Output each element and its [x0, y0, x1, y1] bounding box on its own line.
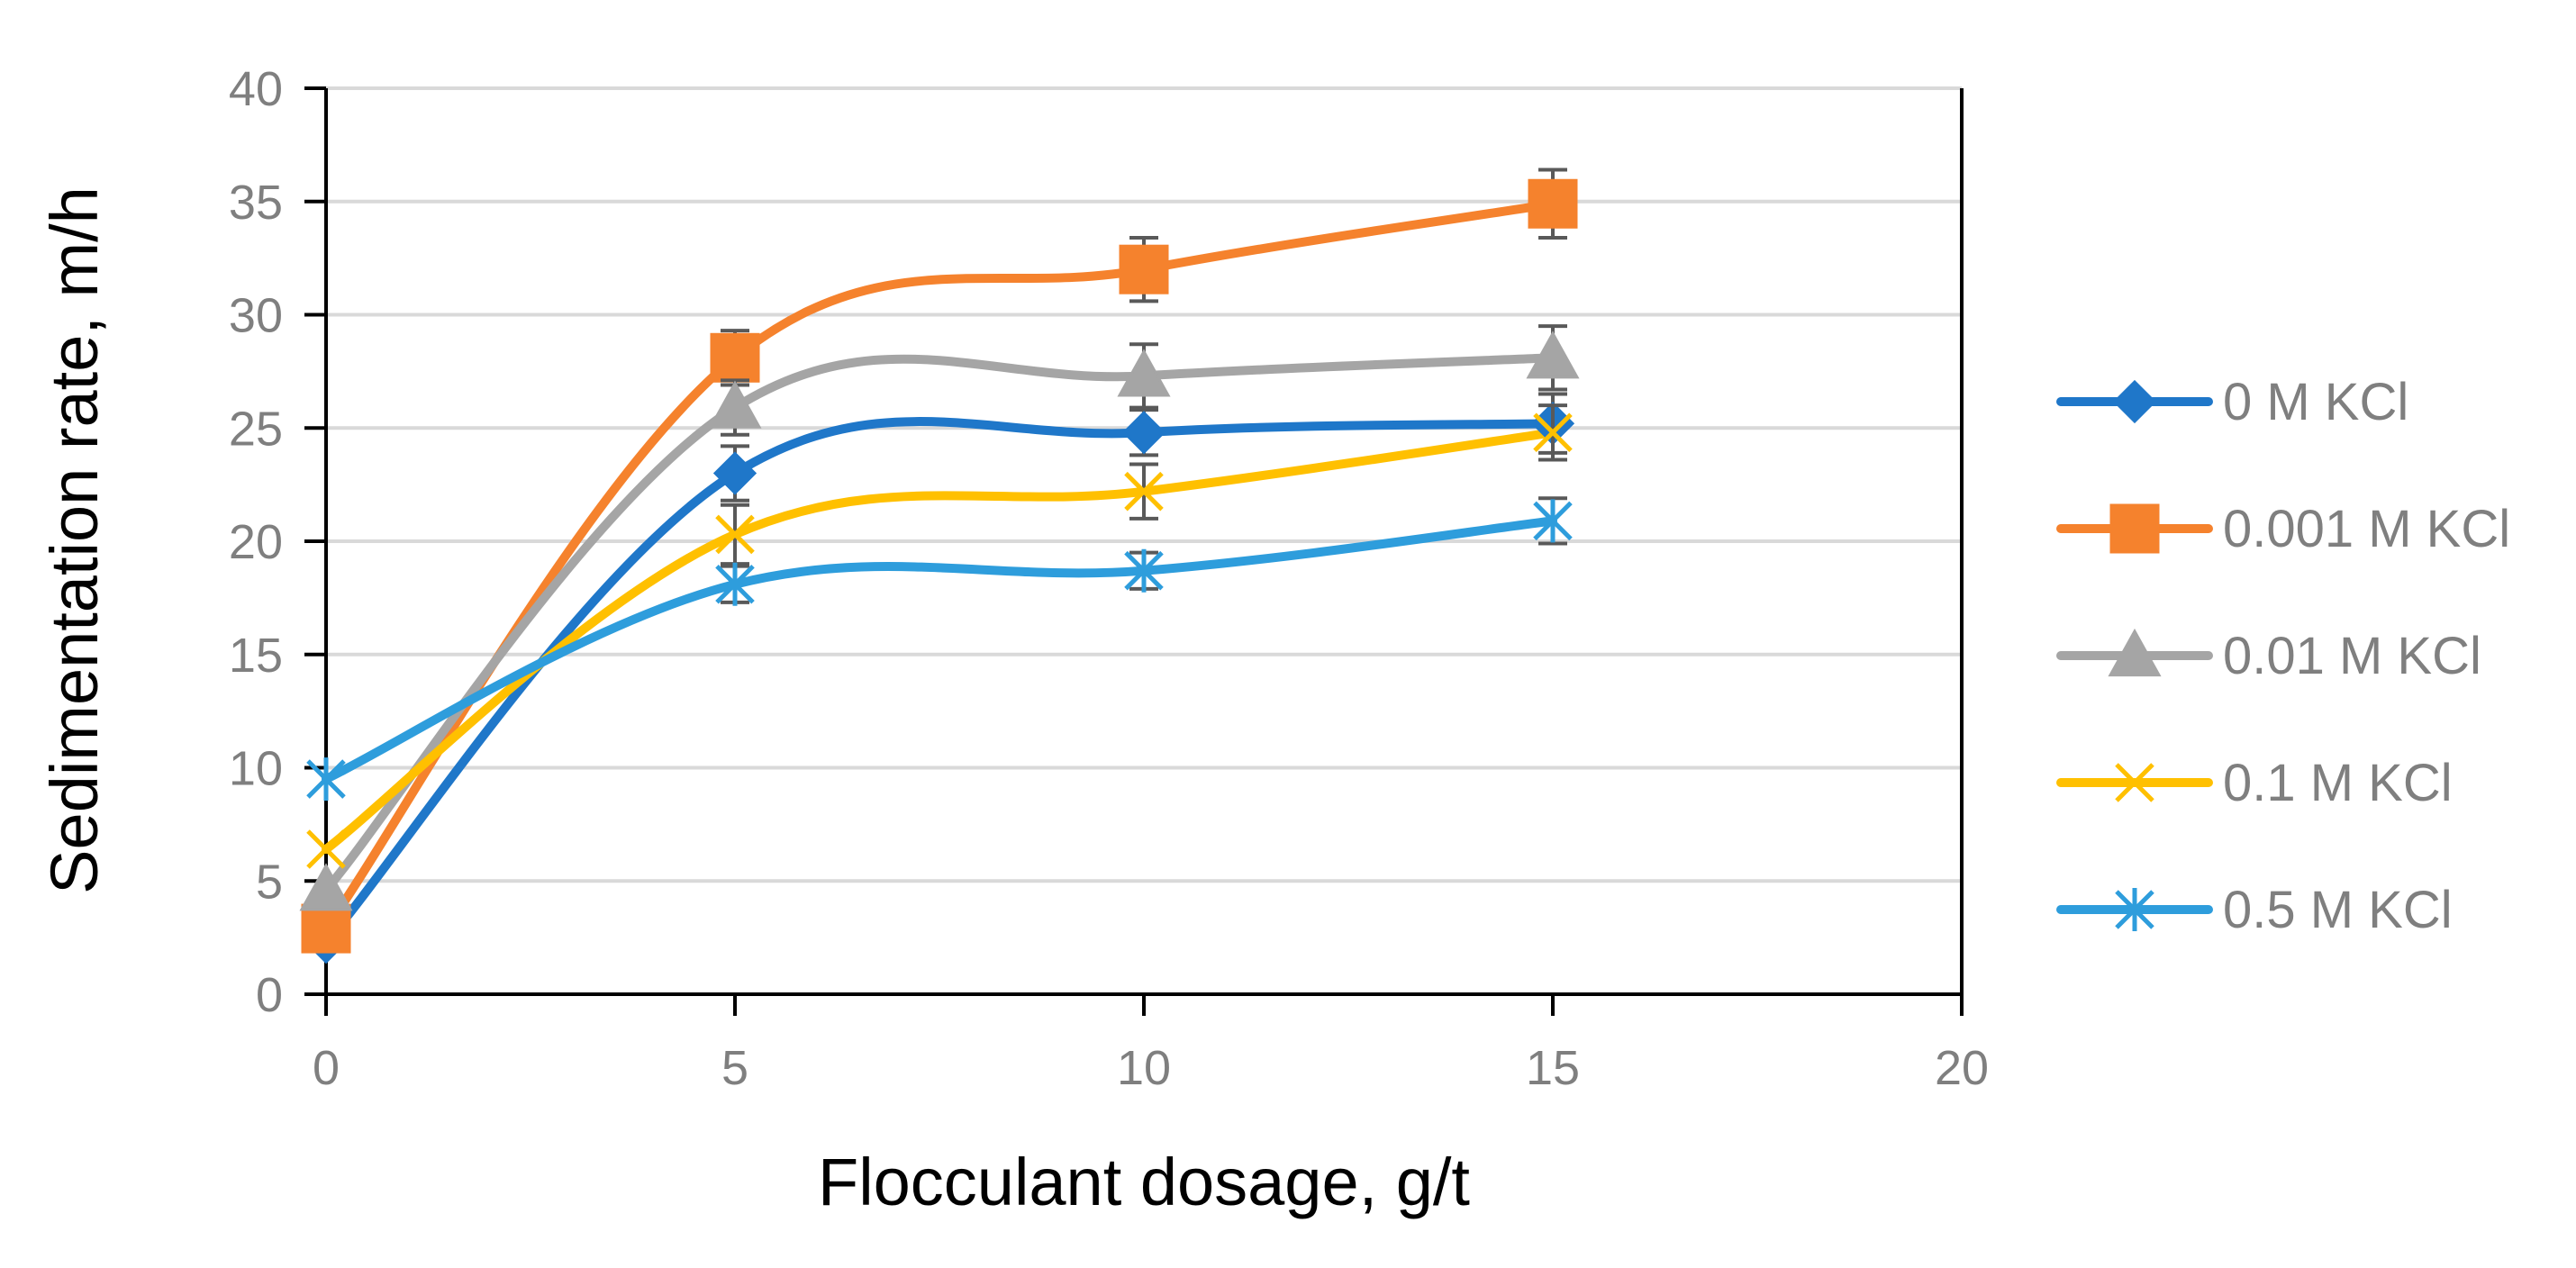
x-tick-label: 10	[1117, 1041, 1171, 1095]
series-line	[322, 428, 1557, 855]
y-tick-label: 10	[229, 742, 283, 796]
triangle-shape	[1526, 331, 1580, 379]
legend-label: 0.01 M KCl	[2223, 627, 2481, 685]
square-shape	[301, 903, 351, 954]
legend-item: 0.5 M KCl	[2056, 881, 2453, 939]
y-tick-label: 25	[229, 402, 283, 456]
x-marker	[1124, 471, 1164, 512]
legend-item: 0.01 M KCl	[2056, 627, 2481, 685]
y-tick-label: 5	[256, 855, 283, 909]
y-tick-label: 35	[229, 176, 283, 230]
x-stroke	[1124, 471, 1164, 512]
square-marker	[710, 332, 760, 383]
triangle-shape	[1117, 349, 1171, 397]
square-marker	[2109, 503, 2160, 554]
diamond-marker	[712, 451, 757, 495]
triangle-marker	[1117, 349, 1171, 397]
asterisk-marker	[2115, 888, 2154, 931]
x-tick-label: 5	[721, 1041, 748, 1095]
asterisk-marker	[306, 757, 346, 802]
x-stroke	[2115, 763, 2154, 802]
series-line	[322, 417, 1557, 947]
x-tick-label: 20	[1935, 1041, 1989, 1095]
y-tick-label: 40	[229, 62, 283, 116]
x-stroke	[1533, 412, 1573, 453]
x-marker	[2115, 763, 2154, 802]
triangle-marker	[2108, 628, 2162, 677]
triangle-marker	[708, 380, 762, 429]
triangle-shape	[2108, 628, 2162, 677]
diamond-shape	[712, 451, 757, 495]
y-tick-label: 0	[256, 968, 283, 1022]
diamond-marker	[2112, 379, 2157, 424]
x-stroke	[715, 514, 755, 555]
square-marker	[1119, 244, 1169, 294]
legend-label: 0 M KCl	[2223, 373, 2408, 431]
diamond-shape	[2112, 379, 2157, 424]
series-line	[322, 353, 1557, 895]
axes: 0 5 10 15 20 25 30 35 40 0 5 10 15 20	[229, 62, 1989, 1095]
asterisk-marker	[1533, 499, 1573, 543]
asterisk-marker	[1124, 548, 1164, 593]
triangle-marker	[1526, 331, 1580, 379]
square-marker	[301, 903, 351, 954]
diamond-shape	[1121, 411, 1166, 455]
legend-label: 0.001 M KCl	[2223, 500, 2510, 558]
legend: 0 M KCl 0.001 M KCl 0.01 M KCl 0.1 M KCl 0.5…	[2056, 373, 2510, 939]
legend-label: 0.1 M KCl	[2223, 754, 2453, 812]
y-axis-title: Sedimentation rate, m/h	[37, 186, 112, 894]
y-tick-label: 20	[229, 515, 283, 569]
x-stroke	[306, 829, 346, 869]
square-shape	[2109, 503, 2160, 554]
triangle-marker	[299, 863, 353, 911]
legend-item: 0 M KCl	[2056, 373, 2408, 431]
diamond-marker	[1121, 411, 1166, 455]
square-shape	[1119, 244, 1169, 294]
asterisk-marker	[715, 562, 755, 606]
legend-item: 0.1 M KCl	[2056, 754, 2453, 812]
y-tick-label: 15	[229, 629, 283, 683]
legend-label: 0.5 M KCl	[2223, 881, 2453, 939]
square-marker	[1528, 178, 1578, 229]
y-tick-label: 30	[229, 289, 283, 343]
square-shape	[710, 332, 760, 383]
x-tick-label: 0	[313, 1041, 340, 1095]
x-axis-title: Flocculant dosage, g/t	[818, 1145, 1470, 1219]
series-layer	[299, 168, 1580, 965]
x-marker	[1533, 412, 1573, 453]
legend-item: 0.001 M KCl	[2056, 500, 2510, 558]
x-marker	[306, 829, 346, 869]
x-tick-label: 15	[1526, 1041, 1580, 1095]
triangle-shape	[299, 863, 353, 911]
series-line	[322, 516, 1557, 784]
triangle-shape	[708, 380, 762, 429]
x-marker	[715, 514, 755, 555]
square-shape	[1528, 178, 1578, 229]
